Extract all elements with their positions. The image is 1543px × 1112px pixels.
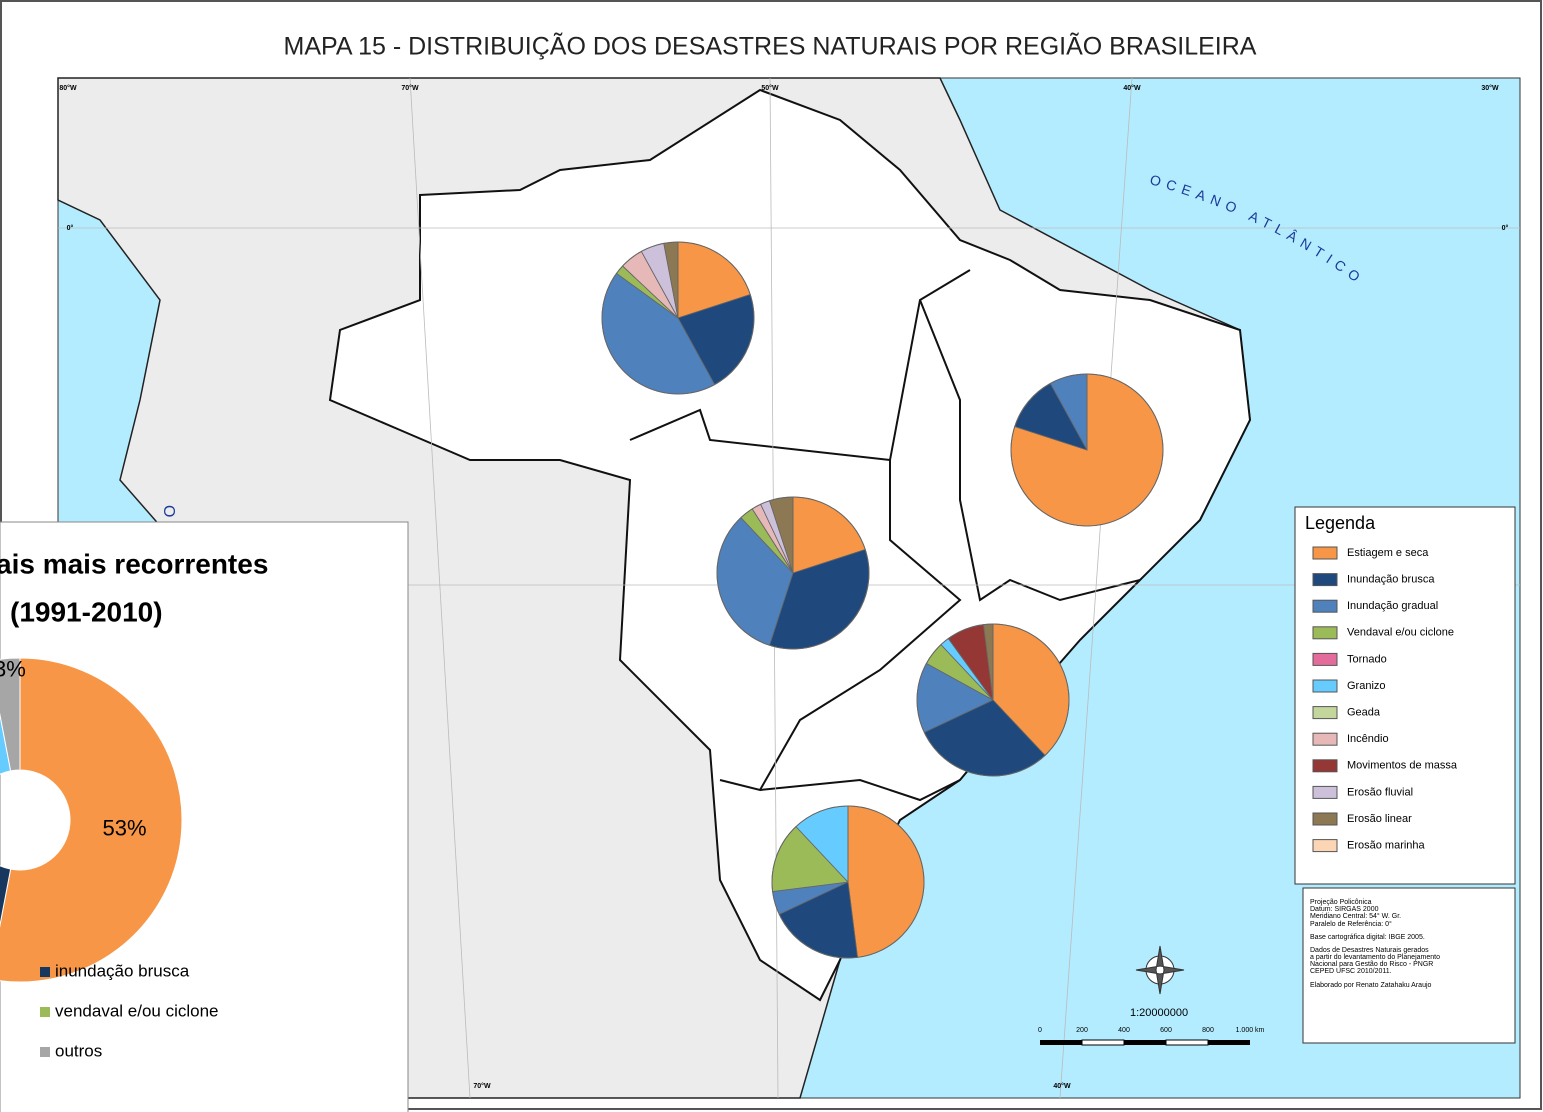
donut-legend-label: outros (55, 1041, 102, 1060)
graticule-label: 30°W (1481, 84, 1499, 92)
notes-box (1302, 887, 1516, 1044)
legend-title: Legenda (1305, 513, 1376, 533)
legend-label: Vendaval e/ou ciclone (1347, 627, 1454, 639)
title: MAPA 15 - DISTRIBUIÇÃO DOS DESASTRES NAT… (284, 32, 1257, 61)
legend-label: Estiagem e seca (1347, 547, 1429, 559)
legend-swatch (1312, 652, 1338, 666)
note: Paralelo de Referência: 0° (1310, 920, 1392, 928)
graticule-label: 40°W (1123, 84, 1141, 92)
graticule-label: 0° (1502, 224, 1509, 232)
note: Base cartográfica digital: IBGE 2005. (1310, 934, 1425, 941)
note: Elaborado por Renato Zatahaku Araujo (1310, 982, 1432, 989)
region-borders (629, 269, 1141, 802)
graticule-label: 0° (67, 224, 74, 232)
legend-label: Incêndio (1347, 733, 1389, 745)
chart-title: (1991-2010) (10, 596, 163, 627)
donut-slice (0, 657, 183, 983)
legend-label: Inundação gradual (1347, 600, 1438, 612)
note: CEPED UFSC 2010/2011. (1310, 968, 1392, 975)
scale-ratio: 1:20000000 (1130, 1007, 1188, 1019)
legend-swatch (1312, 812, 1338, 826)
pie-outline (716, 496, 870, 650)
graticule-label: 70°W (401, 84, 419, 92)
chart-panel (0, 521, 409, 1112)
graticule-label: 40°W (1053, 1082, 1071, 1090)
note: Datum: SIRGAS 2000 (1310, 906, 1379, 913)
legend-label: Geada (1347, 707, 1381, 719)
scale-label: 600 (1160, 1027, 1172, 1034)
scale-label: 0 (1038, 1027, 1042, 1034)
pie-outline (601, 241, 755, 395)
compass (1135, 945, 1185, 995)
donut-slice (0, 657, 21, 772)
legend-label: Erosão marinha (1347, 840, 1426, 852)
scale-label: 1.000 km (1236, 1027, 1265, 1034)
donut-legend-swatch (40, 967, 50, 977)
donut-legend-swatch (40, 1007, 50, 1017)
graticule-label: 50°W (761, 84, 779, 92)
donut-label: 53% (103, 816, 147, 841)
note: a partir do levantamento do Planejamento (1310, 954, 1440, 961)
note: Nacional para Gestão do Risco - PNGR (1310, 961, 1433, 968)
graticule-label: 80°W (59, 84, 77, 92)
legend-swatch (1312, 732, 1338, 746)
legend-swatch (1312, 759, 1338, 773)
legend-label: Erosão linear (1347, 813, 1412, 825)
scale-label: 800 (1202, 1027, 1214, 1034)
legend-swatch (1312, 679, 1338, 693)
legend-label: Inundação brusca (1347, 574, 1435, 586)
legend-swatch (1312, 599, 1338, 613)
legend-swatch (1312, 573, 1338, 587)
donut-legend-label: vendaval e/ou ciclone (55, 1001, 219, 1020)
legend-label: Erosão fluvial (1347, 786, 1413, 798)
legend-label: Tornado (1347, 653, 1387, 665)
donut-slice (0, 865, 12, 928)
pie-outline (771, 805, 925, 959)
legend-label: Movimentos de massa (1347, 760, 1458, 772)
legend-swatch (1312, 706, 1338, 720)
legend-box (1294, 506, 1516, 885)
legend-label: Granizo (1347, 680, 1386, 692)
note: Dados de Desastres Naturais gerados (1310, 947, 1429, 954)
chart-title: ais mais recorrentes (0, 548, 268, 579)
legend-swatch (1312, 839, 1338, 853)
donut-legend-swatch (40, 1047, 50, 1057)
scale-label: 200 (1076, 1027, 1088, 1034)
pie-outline (1010, 373, 1164, 527)
legend-swatch (1312, 626, 1338, 640)
note: Projeção Policônica (1310, 899, 1372, 906)
legend-swatch (1312, 785, 1338, 799)
note: Meridiano Central: 54° W. Gr. (1310, 912, 1401, 920)
graticule-label: 70°W (473, 1082, 491, 1090)
donut-label: 3% (0, 656, 26, 681)
scale-bar (1040, 1039, 1250, 1046)
scale-label: 400 (1118, 1027, 1130, 1034)
pie-outline (916, 623, 1070, 777)
donut-legend-label: inundação brusca (55, 961, 190, 980)
legend-swatch (1312, 546, 1338, 560)
